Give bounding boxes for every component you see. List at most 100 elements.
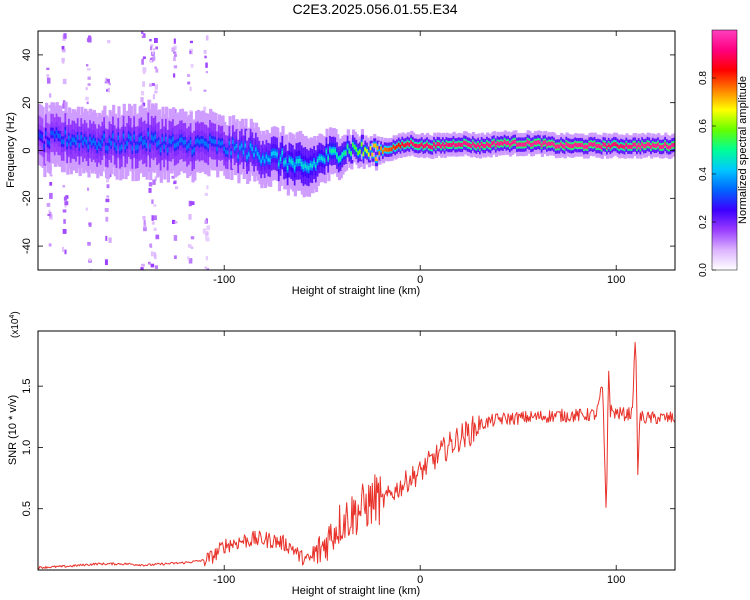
heatmap-cell (479, 145, 483, 150)
heatmap-cell (427, 144, 432, 149)
heatmap-cell (537, 140, 541, 144)
heatmap-cell (510, 141, 514, 146)
heatmap-cell (445, 142, 449, 147)
heatmap-cell (143, 139, 148, 145)
heatmap-cell (553, 142, 557, 147)
noise-speck (152, 94, 156, 100)
y-tick-label: -20 (21, 190, 33, 206)
heatmap-cell (284, 159, 289, 164)
noise-speck (173, 182, 176, 185)
heatmap-cell (297, 158, 301, 164)
heatmap-cell (521, 142, 525, 147)
noise-speck (149, 46, 153, 51)
heatmap-cell (50, 130, 54, 136)
colorbar-label: Normalized spectral amplitude (737, 76, 749, 224)
noise-speck (85, 207, 88, 211)
heatmap-cell (653, 143, 657, 148)
heatmap-cell (67, 135, 72, 141)
heatmap-cell (514, 139, 518, 144)
noise-speck (150, 243, 153, 248)
heatmap-cell (318, 156, 322, 160)
noise-speck (105, 198, 110, 203)
noise-speck (143, 219, 146, 225)
heatmap-cell (449, 143, 453, 147)
noise-speck (62, 100, 66, 105)
heatmap-cell (583, 145, 587, 150)
noise-speck (142, 102, 146, 107)
heatmap-cell (90, 140, 95, 146)
noise-speck (61, 57, 65, 64)
heatmap-cell (170, 139, 174, 145)
noise-speck (206, 268, 210, 270)
heatmap-cell (404, 143, 409, 147)
heatmap-cell (344, 150, 349, 155)
noise-speck (190, 236, 195, 240)
heatmap-cell (120, 144, 125, 150)
heatmap-cell (549, 142, 553, 146)
snr-x-label: Height of straight line (km) (292, 585, 420, 597)
heatmap-cell (667, 145, 671, 150)
heatmap-cell (133, 134, 137, 140)
noise-speck (190, 64, 194, 68)
noise-speck (174, 221, 178, 224)
heatmap-cell (76, 134, 81, 140)
colorbar-ticks: 0.0 0.2 0.4 0.6 0.8 (698, 71, 716, 277)
noise-speck (142, 56, 146, 60)
heatmap-cell (320, 156, 324, 161)
heatmap-cell (135, 145, 139, 151)
heatmap-cell (505, 141, 509, 146)
heatmap-cell (307, 166, 312, 171)
heatmap-cell (390, 147, 394, 152)
noise-speck (154, 38, 158, 43)
heatmap-cell (364, 147, 368, 152)
heatmap-cell (55, 130, 59, 135)
heatmap-cell (374, 157, 379, 161)
noise-speck (141, 263, 145, 267)
heatmap-cell (228, 140, 232, 145)
heatmap-cell (113, 142, 118, 148)
heatmap-cell (362, 152, 366, 156)
snr-y-multiplier-prefix: (x10 (10, 318, 21, 338)
heatmap-cell (503, 139, 507, 144)
heatmap-cell (664, 142, 668, 147)
noise-speck (173, 255, 177, 260)
noise-speck (140, 90, 145, 96)
heatmap-cell (650, 145, 654, 149)
heatmap-cell (524, 142, 529, 147)
colorbar-gradient (711, 29, 738, 271)
heatmap-cell (477, 142, 481, 147)
heatmap-cell (341, 153, 345, 158)
heatmap-cell (295, 159, 299, 164)
heatmap-cell (385, 147, 389, 152)
heatmap-cell (494, 143, 499, 148)
heatmap-cell (641, 142, 645, 147)
heatmap-cell (152, 136, 156, 142)
heatmap-cell (572, 143, 576, 148)
heatmap-cell (127, 133, 132, 139)
heatmap-cell (491, 141, 495, 146)
heatmap-cell (223, 146, 227, 151)
heatmap-cell (131, 145, 135, 151)
heatmap-cell (330, 149, 335, 154)
noise-speck (175, 186, 179, 190)
heatmap-cell (105, 145, 109, 150)
heatmap-cell (214, 139, 218, 144)
noise-speck (173, 65, 178, 69)
heatmap-cell (302, 164, 306, 170)
heatmap-cell (322, 157, 326, 162)
heatmap-cell (456, 143, 460, 148)
heatmap-cell (94, 141, 98, 146)
heatmap-cell (535, 140, 539, 145)
heatmap-cell (493, 140, 497, 145)
heatmap-cell (57, 133, 61, 139)
heatmap-cell (353, 145, 357, 150)
heatmap-cell (191, 149, 195, 155)
heatmap-cell (267, 157, 271, 162)
heatmap-cell (210, 138, 215, 144)
noise-speck (87, 83, 91, 86)
heatmap-cell (279, 157, 283, 162)
noise-speck (106, 178, 110, 183)
noise-speck (206, 225, 211, 231)
heatmap-cell (48, 141, 52, 146)
colorbar-tick-label: 0.0 (698, 263, 709, 277)
